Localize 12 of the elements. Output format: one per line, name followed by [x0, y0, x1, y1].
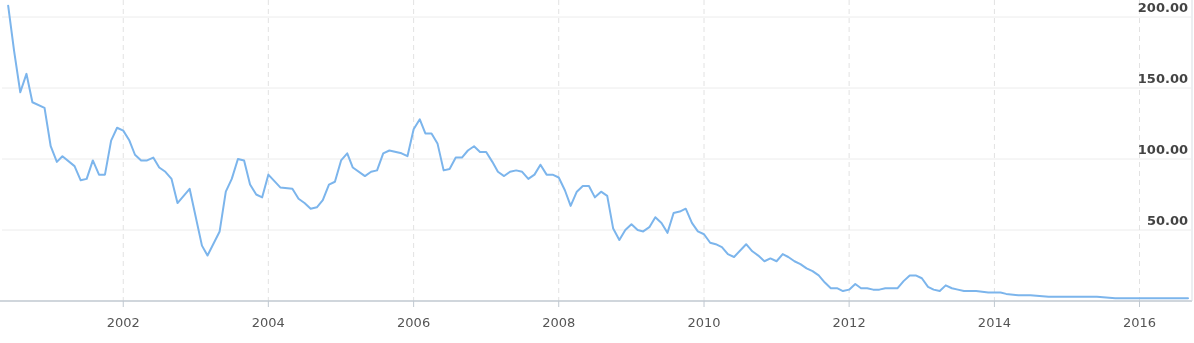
x-tick-label: 2012	[832, 315, 866, 330]
y-tick-label: 50.00	[1146, 213, 1188, 229]
y-tick-label: 150.00	[1137, 71, 1188, 87]
x-tick-label: 2006	[397, 315, 431, 330]
y-tick-label: 100.00	[1137, 142, 1188, 158]
x-tick-label: 2008	[542, 315, 576, 330]
x-tick-label: 2004	[251, 315, 285, 330]
x-tick-label: 2002	[106, 315, 140, 330]
y-tick-label: 200.00	[1137, 0, 1188, 16]
x-tick-label: 2016	[1122, 315, 1157, 330]
x-tick-label: 2010	[687, 315, 721, 330]
x-tick-label: 2014	[977, 315, 1011, 330]
